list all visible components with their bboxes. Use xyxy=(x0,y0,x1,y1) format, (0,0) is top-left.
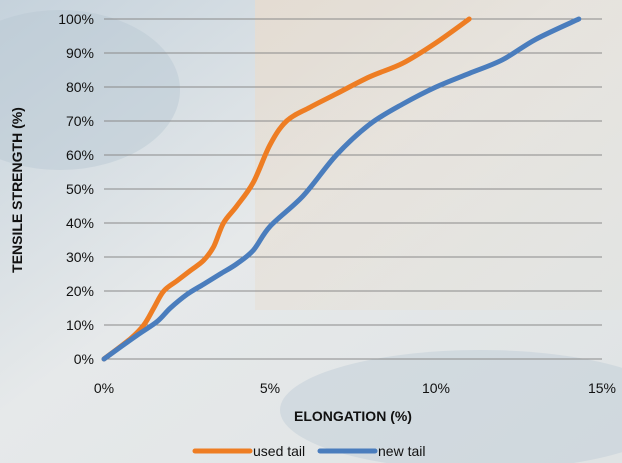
y-axis-title: TENSILE STRENGTH (%) xyxy=(9,107,25,273)
legend-label-used-tail: used tail xyxy=(253,443,305,459)
y-tick-label: 20% xyxy=(66,283,94,299)
y-tick-label: 90% xyxy=(66,45,94,61)
y-axis-ticks: 0% 10% 20% 30% 40% 50% 60% 70% 80% 90% 100% xyxy=(58,11,94,367)
x-tick-label: 15% xyxy=(588,380,616,396)
x-tick-label: 10% xyxy=(422,380,450,396)
y-tick-label: 0% xyxy=(74,351,94,367)
background-water xyxy=(280,350,622,463)
grid xyxy=(104,18,602,360)
x-axis-title: ELONGATION (%) xyxy=(294,408,412,424)
series-line-new-tail xyxy=(101,16,582,362)
y-tick-label: 100% xyxy=(58,11,94,27)
legend: used tail new tail xyxy=(192,443,425,459)
series-group xyxy=(101,16,582,362)
x-tick-label: 0% xyxy=(94,380,114,396)
x-tick-label: 5% xyxy=(260,380,280,396)
y-tick-label: 80% xyxy=(66,79,94,95)
legend-label-new-tail: new tail xyxy=(378,443,425,459)
y-tick-label: 70% xyxy=(66,113,94,129)
y-tick-label: 60% xyxy=(66,147,94,163)
background-wave xyxy=(0,10,180,170)
series-line-used-tail xyxy=(101,16,472,362)
y-tick-label: 10% xyxy=(66,317,94,333)
y-tick-label: 50% xyxy=(66,181,94,197)
y-tick-label: 30% xyxy=(66,249,94,265)
x-axis-ticks: 0% 5% 10% 15% xyxy=(94,380,616,396)
y-tick-label: 40% xyxy=(66,215,94,231)
